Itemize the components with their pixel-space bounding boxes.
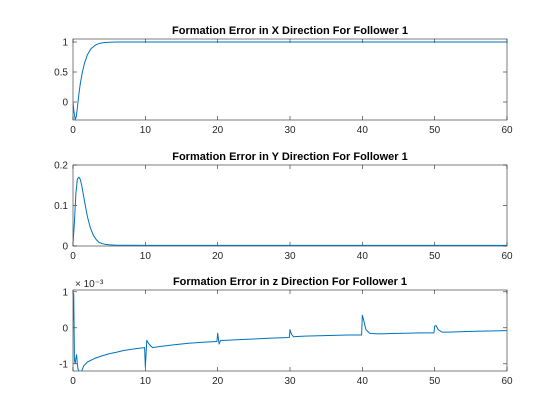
x-tick-label-z: 20 [212, 376, 224, 387]
x-tick-label-x: 30 [284, 125, 296, 136]
x-tick-label-y: 60 [501, 251, 513, 262]
subplot-z-direction: Formation Error in z Direction For Follo… [59, 276, 513, 387]
y-tick-label-x: 0.5 [54, 68, 68, 79]
x-tick-label-x: 40 [357, 125, 369, 136]
chart-title-y: Formation Error in Y Direction For Follo… [172, 151, 408, 163]
x-tick-label-z: 30 [284, 376, 296, 387]
x-tick-label-y: 40 [357, 251, 369, 262]
series-line-z [73, 293, 507, 371]
y-tick-label-y: 0.1 [54, 201, 68, 212]
subplot-x-direction: Formation Error in X Direction For Follo… [54, 25, 513, 136]
x-tick-label-x: 0 [70, 125, 76, 136]
x-tick-label-z: 40 [357, 376, 369, 387]
y-tick-label-x: 0 [62, 98, 68, 109]
x-tick-label-z: 50 [429, 376, 441, 387]
y-tick-label-y: 0 [62, 242, 68, 253]
x-tick-label-z: 60 [501, 376, 513, 387]
axes-box-x [72, 38, 508, 121]
x-tick-label-y: 30 [284, 251, 296, 262]
x-tick-label-y: 10 [140, 251, 152, 262]
series-line-x [73, 41, 507, 120]
y-tick-label-z: 0 [62, 323, 68, 334]
x-tick-label-z: 0 [70, 376, 76, 387]
x-tick-label-y: 50 [429, 251, 441, 262]
x-tick-label-x: 50 [429, 125, 441, 136]
chart-title-z: Formation Error in z Direction For Follo… [173, 276, 407, 288]
x-tick-label-y: 0 [70, 251, 76, 262]
axes-box-y [72, 164, 508, 247]
x-tick-label-z: 10 [140, 376, 152, 387]
x-tick-label-x: 20 [212, 125, 224, 136]
y-exponent-label-z: × 10⁻³ [75, 279, 104, 290]
chart-title-x: Formation Error in X Direction For Follo… [172, 25, 408, 37]
series-line-y [73, 176, 507, 246]
y-tick-label-z: 1 [62, 287, 68, 298]
subplot-y-direction: Formation Error in Y Direction For Follo… [54, 151, 513, 262]
x-tick-label-y: 20 [212, 251, 224, 262]
y-tick-label-z: -1 [59, 359, 68, 370]
x-tick-label-x: 60 [501, 125, 513, 136]
x-tick-label-x: 10 [140, 125, 152, 136]
y-tick-label-x: 1 [62, 38, 68, 49]
y-tick-label-y: 0.2 [54, 161, 68, 172]
